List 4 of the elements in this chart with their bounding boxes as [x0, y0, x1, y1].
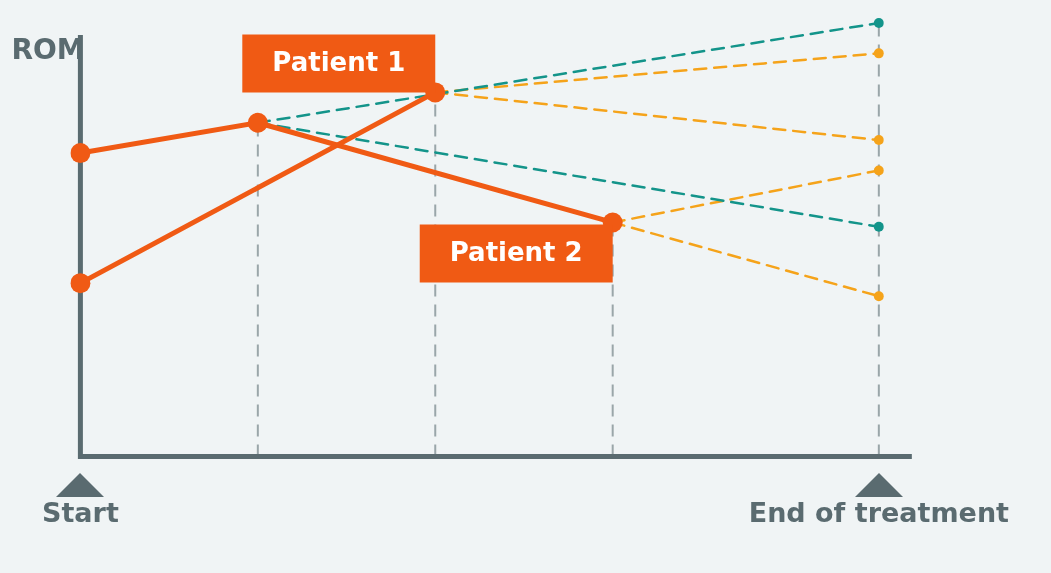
series-label: Patient 2	[449, 237, 583, 268]
x-tick-label: Start	[42, 496, 119, 528]
series-label: Patient 1	[272, 47, 406, 78]
x-tick-label: End of treatment	[748, 496, 1010, 528]
